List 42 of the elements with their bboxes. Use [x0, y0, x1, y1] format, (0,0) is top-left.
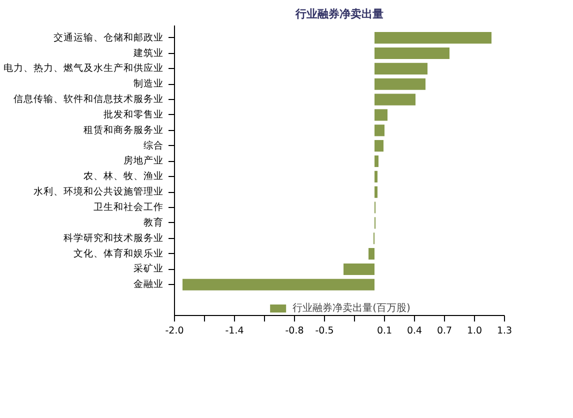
bar — [374, 32, 492, 44]
y-tick-label: 信息传输、软件和信息技术服务业 — [14, 93, 164, 106]
y-tick-label: 金融业 — [134, 278, 164, 290]
y-tick-label: 租赁和商务服务业 — [84, 124, 164, 136]
bar — [368, 248, 374, 260]
bar — [374, 78, 426, 90]
bar — [374, 155, 378, 168]
bar — [374, 124, 384, 136]
chart-title: 行业融券净卖出量 — [294, 8, 384, 20]
x-tick-label: 0.7 — [436, 326, 452, 336]
y-tick-label: 科学研究和技术服务业 — [64, 232, 164, 244]
y-tick-label: 交通运输、仓储和邮政业 — [54, 31, 164, 44]
y-tick-label: 卫生和社会工作 — [94, 201, 164, 214]
x-tick-label: -0.8 — [285, 326, 304, 336]
y-tick-label: 农、林、牧、渔业 — [84, 170, 164, 182]
y-tick-label: 采矿业 — [134, 262, 164, 275]
y-tick-label: 电力、热力、燃气及水生产和供应业 — [4, 62, 164, 74]
legend-label: 行业融券净卖出量(百万股) — [292, 302, 410, 315]
x-tick-label: 0.4 — [406, 326, 422, 336]
bar — [374, 109, 388, 121]
y-tick-label: 制造业 — [134, 78, 164, 90]
y-tick-label: 文化、体育和娱乐业 — [74, 247, 164, 260]
bar — [374, 47, 450, 60]
x-tick-label: 0.1 — [376, 326, 392, 336]
bar — [182, 278, 374, 290]
bar — [374, 186, 378, 198]
bar — [344, 263, 374, 276]
bar — [374, 94, 416, 106]
bar — [374, 140, 384, 152]
x-tick-label: 1.3 — [496, 326, 512, 336]
x-tick-label: -2.0 — [165, 326, 184, 336]
y-tick-label: 综合 — [144, 139, 164, 152]
y-tick-label: 房地产业 — [124, 154, 164, 167]
y-tick-label: 教育 — [144, 216, 164, 228]
x-tick-label: 1.0 — [466, 326, 482, 336]
y-tick-label: 建筑业 — [132, 46, 164, 59]
bar — [374, 62, 428, 74]
x-tick-label: -0.5 — [315, 326, 334, 336]
y-tick-label: 批发和零售业 — [104, 108, 164, 120]
x-tick-label: -1.4 — [225, 326, 244, 336]
bar — [374, 170, 378, 182]
y-tick-label: 水利、环境和公共设施管理业 — [34, 186, 164, 198]
